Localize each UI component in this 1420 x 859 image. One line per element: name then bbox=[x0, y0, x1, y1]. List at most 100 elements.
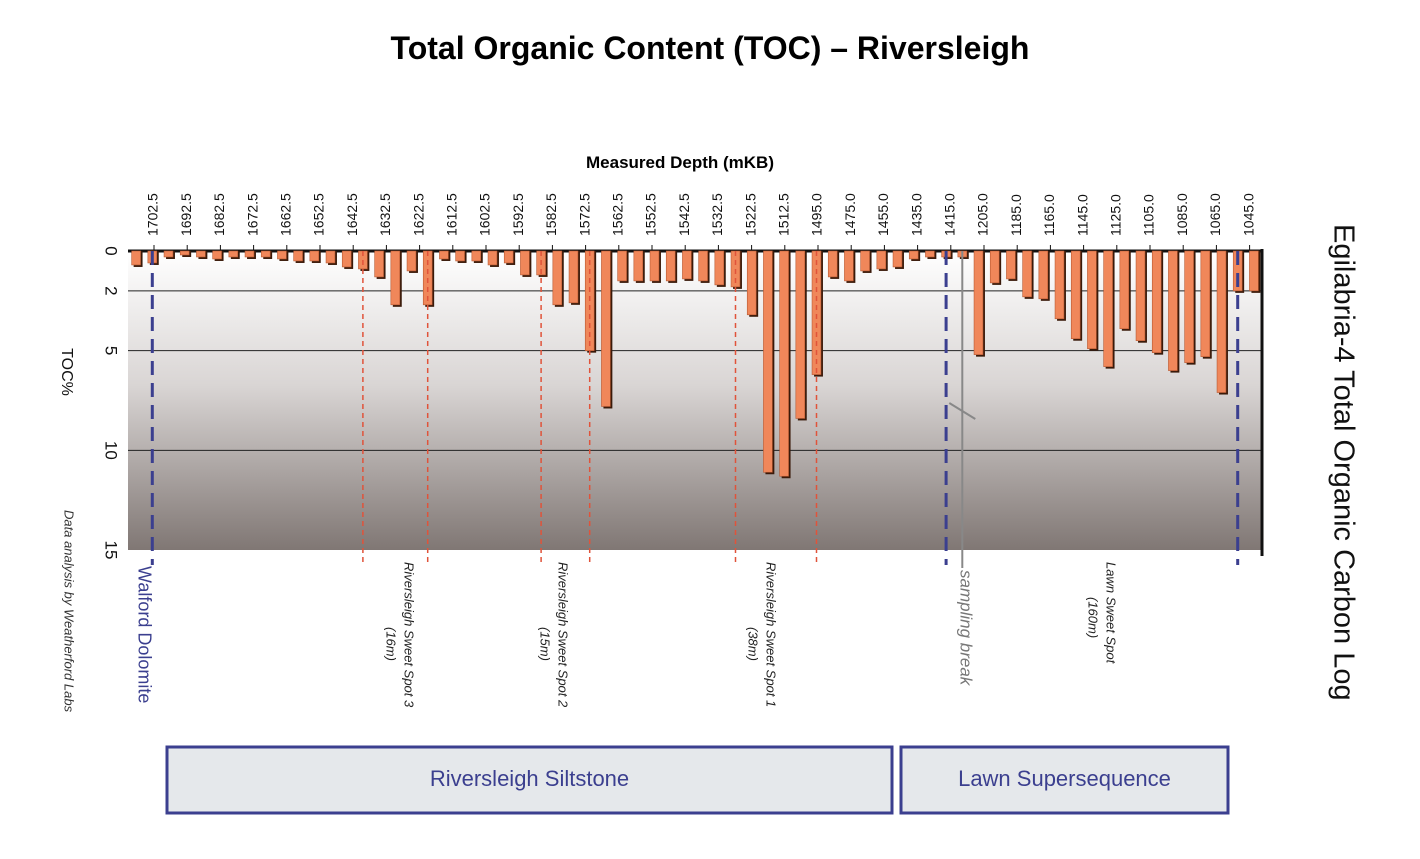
toc-bar bbox=[1135, 250, 1146, 341]
toc-bar bbox=[196, 250, 206, 258]
x-tick-label: 1105.0 bbox=[1141, 194, 1157, 236]
y-tick-label: 0 bbox=[102, 246, 121, 255]
x-tick-label: 1572.5 bbox=[576, 193, 592, 236]
x-tick-label: 1455.0 bbox=[875, 193, 891, 236]
x-tick-label: 1622.5 bbox=[410, 193, 426, 236]
sweet-spot-thickness: (38m) bbox=[746, 627, 761, 661]
x-tick-label: 1435.0 bbox=[908, 193, 924, 236]
sampling-break-mark bbox=[948, 402, 976, 420]
x-tick-label: 1552.5 bbox=[643, 193, 659, 236]
sweet-spot-thickness: (15m) bbox=[538, 627, 553, 661]
toc-bar bbox=[212, 250, 222, 260]
toc-bar bbox=[309, 250, 320, 262]
toc-bar bbox=[1087, 250, 1097, 349]
chart-title: Total Organic Content (TOC) – Riversleig… bbox=[390, 30, 1030, 66]
toc-bar bbox=[260, 250, 271, 258]
toc-bar bbox=[163, 250, 174, 258]
sweet-spot-label: Riversleigh Sweet Spot 3 bbox=[402, 562, 417, 708]
x-tick-label: 1682.5 bbox=[211, 193, 227, 236]
y-axis-title: TOC% bbox=[58, 348, 75, 396]
y-tick-label: 15 bbox=[102, 541, 121, 560]
x-tick-label: 1632.5 bbox=[377, 193, 393, 236]
x-tick-label: 1495.0 bbox=[809, 193, 825, 236]
toc-bar bbox=[1054, 250, 1065, 320]
toc-bar bbox=[228, 250, 239, 258]
toc-bar bbox=[601, 250, 611, 407]
toc-bar bbox=[617, 250, 627, 282]
x-tick-label: 1542.5 bbox=[676, 193, 692, 236]
toc-bar bbox=[244, 250, 255, 258]
sweet-spot-thickness: (16m) bbox=[384, 627, 399, 661]
x-tick-label: 1045.0 bbox=[1240, 193, 1256, 236]
stratigraphic-unit-label: Riversleigh Siltstone bbox=[430, 766, 629, 791]
toc-bar bbox=[179, 250, 190, 256]
toc-bar bbox=[1038, 250, 1049, 300]
x-tick-label: 1522.5 bbox=[742, 193, 758, 236]
toc-bar bbox=[633, 250, 644, 282]
toc-bar bbox=[746, 250, 757, 316]
toc-bar bbox=[1103, 250, 1113, 367]
toc-bar bbox=[844, 250, 854, 282]
toc-bar bbox=[1022, 250, 1032, 298]
x-tick-label: 1145.0 bbox=[1074, 194, 1090, 236]
toc-bar bbox=[682, 250, 692, 280]
toc-bar bbox=[293, 250, 303, 262]
y-tick-label: 5 bbox=[102, 346, 121, 355]
toc-bar bbox=[131, 250, 141, 266]
toc-bar bbox=[989, 250, 1000, 284]
toc-bar bbox=[925, 250, 935, 258]
x-tick-label: 1532.5 bbox=[709, 193, 725, 236]
toc-bar bbox=[1119, 250, 1130, 330]
toc-bar bbox=[973, 250, 984, 355]
toc-bar bbox=[406, 250, 417, 272]
toc-bar bbox=[827, 250, 838, 278]
toc-bar bbox=[277, 250, 287, 260]
toc-bar bbox=[568, 250, 579, 304]
y-tick-label: 2 bbox=[102, 286, 121, 295]
toc-bar bbox=[1151, 250, 1162, 353]
toc-bar bbox=[1168, 250, 1178, 371]
toc-bar bbox=[908, 250, 919, 260]
toc-bar bbox=[779, 250, 789, 477]
toc-bar bbox=[520, 250, 530, 276]
toc-bar bbox=[1006, 250, 1016, 280]
toc-bar bbox=[763, 250, 773, 473]
x-tick-label: 1592.5 bbox=[510, 193, 526, 236]
x-tick-label: 1562.5 bbox=[610, 193, 626, 236]
toc-bar bbox=[665, 250, 676, 282]
stratigraphic-unit-label: Lawn Supersequence bbox=[958, 766, 1171, 791]
toc-bar bbox=[552, 250, 563, 306]
toc-bar bbox=[503, 250, 514, 264]
x-tick-label: 1672.5 bbox=[244, 193, 260, 236]
toc-bar bbox=[1249, 250, 1259, 292]
y-tick-label: 10 bbox=[102, 441, 121, 460]
x-tick-label: 1475.0 bbox=[842, 193, 858, 236]
stratigraphic-unit-box bbox=[899, 745, 1230, 815]
toc-bar bbox=[698, 250, 708, 282]
x-tick-label: 1205.0 bbox=[975, 193, 991, 236]
formation-label: Walford Dolomite bbox=[134, 566, 154, 703]
credit-text: Data analysis by Weatherford Labs bbox=[62, 510, 77, 713]
toc-bar bbox=[892, 250, 903, 268]
x-tick-label: 1085.0 bbox=[1174, 193, 1190, 236]
toc-bar bbox=[439, 250, 449, 260]
toc-bar bbox=[1184, 250, 1194, 363]
toc-bar bbox=[374, 250, 384, 278]
toc-bar bbox=[487, 250, 498, 266]
x-tick-label: 1602.5 bbox=[477, 193, 493, 236]
x-tick-label: 1692.5 bbox=[178, 193, 194, 236]
x-tick-label: 1125.0 bbox=[1108, 194, 1124, 236]
toc-bar bbox=[876, 250, 887, 270]
x-tick-label: 1642.5 bbox=[344, 193, 360, 236]
toc-bar bbox=[1200, 250, 1211, 357]
side-title: Egilabria-4 Total Organic Carbon Log bbox=[1327, 224, 1359, 701]
toc-bar bbox=[471, 250, 482, 262]
toc-bar bbox=[1070, 250, 1081, 340]
x-tick-label: 1512.5 bbox=[776, 193, 792, 236]
x-tick-label: 1582.5 bbox=[543, 193, 559, 236]
sweet-spot-label: Riversleigh Sweet Spot 2 bbox=[556, 562, 571, 708]
toc-bar bbox=[860, 250, 870, 272]
sampling-break-label: sampling break bbox=[957, 570, 976, 687]
toc-bar bbox=[455, 250, 465, 262]
